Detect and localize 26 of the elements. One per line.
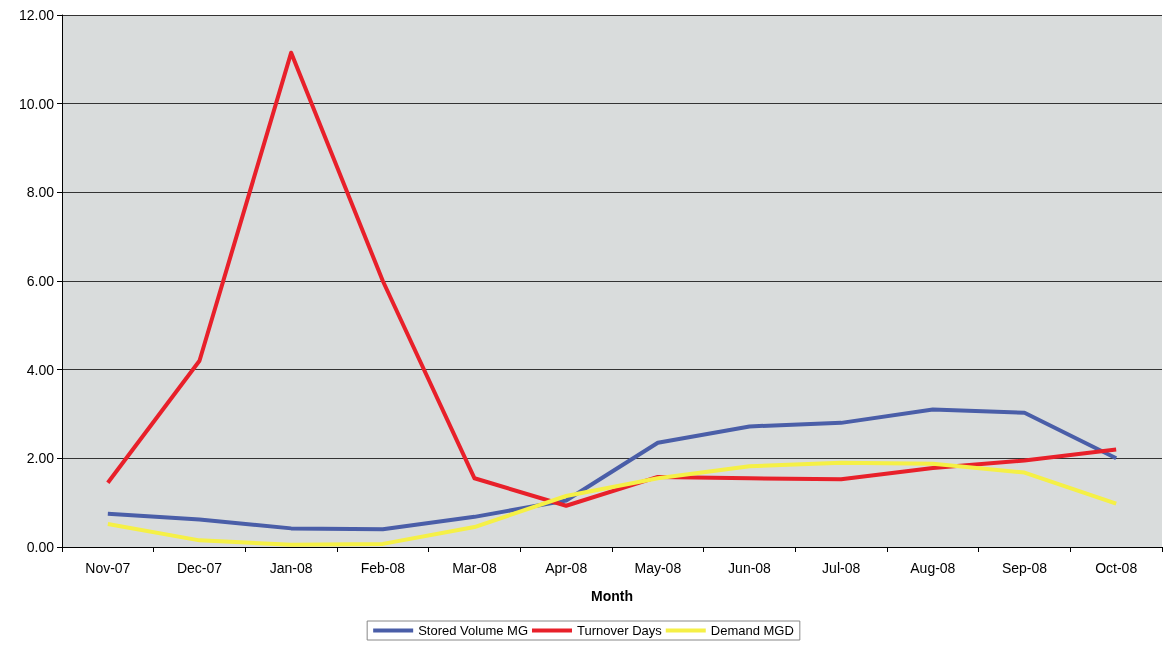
y-tick-label: 10.00 bbox=[18, 95, 55, 112]
x-tick-label: Mar-08 bbox=[452, 560, 497, 576]
x-tick-label: Dec-07 bbox=[176, 560, 223, 576]
x-tick-label: May-08 bbox=[634, 560, 682, 576]
x-tick-label: Jun-08 bbox=[728, 560, 772, 576]
y-tick-label: 8.00 bbox=[26, 184, 55, 201]
x-axis-title: Month bbox=[591, 588, 633, 604]
x-tick-label: Oct-08 bbox=[1095, 560, 1138, 576]
y-tick-label: 12.00 bbox=[18, 7, 55, 23]
x-tick-label: Sep-08 bbox=[1001, 560, 1048, 576]
x-tick-label: Nov-07 bbox=[85, 560, 131, 576]
x-tick-label: Apr-08 bbox=[545, 560, 588, 576]
y-tick-label: 0.00 bbox=[26, 539, 55, 555]
legend-label: Turnover Days bbox=[576, 623, 663, 638]
x-tick-label: Aug-08 bbox=[910, 560, 956, 576]
line-series bbox=[105, 460, 1119, 547]
line-series bbox=[105, 50, 1119, 508]
x-tick-label: Jan-08 bbox=[269, 560, 313, 576]
legend-label: Stored Volume MG bbox=[418, 623, 528, 638]
x-tick-label: Jul-08 bbox=[822, 560, 861, 576]
x-tick-label: Feb-08 bbox=[360, 560, 406, 576]
y-tick-label: 2.00 bbox=[26, 450, 55, 467]
y-tick-label: 6.00 bbox=[26, 273, 55, 289]
y-tick-label: 4.00 bbox=[26, 361, 55, 378]
line-series bbox=[105, 407, 1119, 532]
legend-label: Demand MGD bbox=[710, 623, 794, 638]
